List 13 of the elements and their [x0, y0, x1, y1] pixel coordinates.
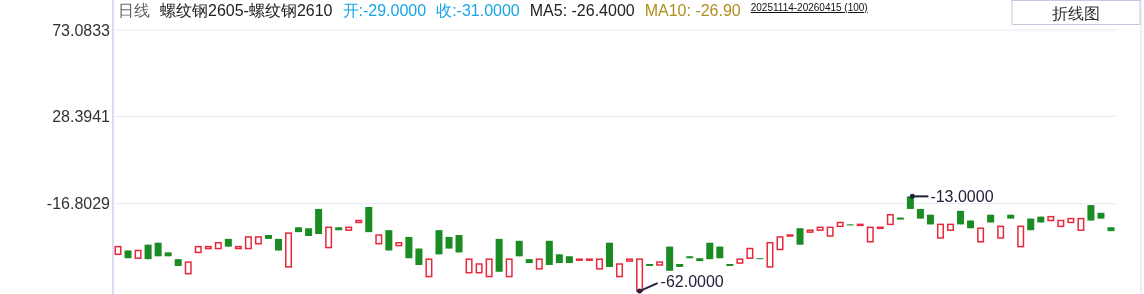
y-tick-label: -16.8029 — [46, 195, 111, 213]
text: 开:-29.0000 — [342, 2, 427, 19]
y-tick-label: 73.0833 — [52, 21, 111, 39]
annotation: -62.0000 — [660, 272, 724, 290]
text: 20251114-20260415 (100) — [750, 2, 868, 13]
text: 折线图 — [1052, 5, 1100, 22]
text: 收:-31.0000 — [436, 2, 520, 19]
annotation: -13.0000 — [930, 187, 994, 205]
text: MA5: -26.4000 — [529, 2, 635, 19]
chart-subtitle: 螺纹钢2605-螺纹钢2610 — [160, 2, 333, 19]
y-tick-label: 28.3941 — [52, 107, 111, 125]
text: MA10: -26.90 — [644, 2, 741, 19]
chart-title: 日线 — [118, 2, 150, 19]
